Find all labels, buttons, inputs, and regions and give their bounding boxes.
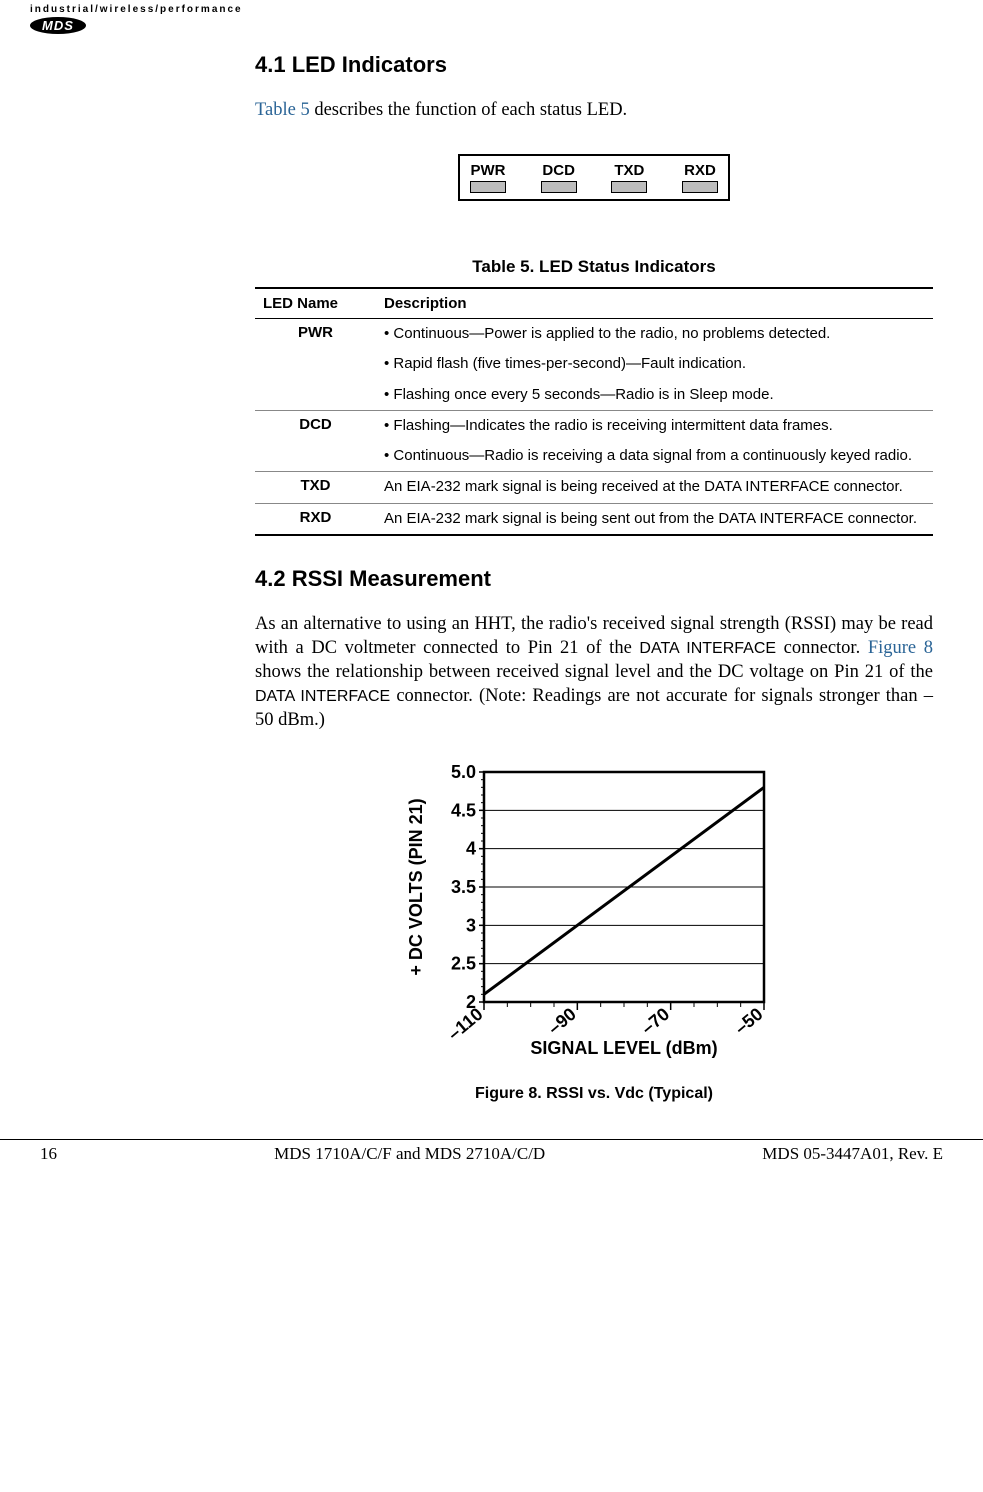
rssi-chart: 22.533.544.55.0–110–90–70–50+ DC VOLTS (…	[394, 762, 794, 1067]
table-cell-name	[255, 441, 376, 472]
table-5-ref: Table 5	[255, 100, 310, 120]
table-cell-name: PWR	[255, 319, 376, 350]
brand-tagline: industrial/wireless/performance	[30, 4, 983, 15]
table-col-led-name: LED Name	[255, 288, 376, 319]
table-row: DCD• Flashing—Indicates the radio is rec…	[255, 410, 933, 441]
svg-text:–50: –50	[731, 1004, 767, 1039]
svg-text:3.5: 3.5	[451, 877, 476, 897]
table-cell-desc: • Flashing—Indicates the radio is receiv…	[376, 410, 933, 441]
table-5-caption: Table 5. LED Status Indicators	[255, 257, 933, 277]
table-cell-name: RXD	[255, 503, 376, 535]
table-row: • Flashing once every 5 seconds—Radio is…	[255, 380, 933, 411]
footer-doc-id: MDS 05-3447A01, Rev. E	[762, 1144, 943, 1164]
figure-8-caption: Figure 8. RSSI vs. Vdc (Typical)	[255, 1085, 933, 1103]
table-cell-desc: • Continuous—Radio is receiving a data s…	[376, 441, 933, 472]
brand-logo: industrial/wireless/performance MDS	[30, 4, 983, 34]
table-row: RXDAn EIA-232 mark signal is being sent …	[255, 503, 933, 535]
table-row: • Rapid flash (five times-per-second)—Fa…	[255, 349, 933, 379]
svg-text:3: 3	[466, 915, 476, 935]
footer-page-number: 16	[40, 1144, 57, 1164]
svg-text:5.0: 5.0	[451, 762, 476, 782]
led-txd: TXD	[611, 162, 647, 193]
section-4-2-body: As an alternative to using an HHT, the r…	[255, 612, 933, 732]
table-cell-name: DCD	[255, 410, 376, 441]
page-footer: 16 MDS 1710A/C/F and MDS 2710A/C/D MDS 0…	[0, 1144, 983, 1176]
table-cell-desc: • Flashing once every 5 seconds—Radio is…	[376, 380, 933, 411]
footer-rule	[0, 1139, 983, 1140]
section-4-1-heading: 4.1 LED Indicators	[255, 52, 933, 78]
table-row: PWR• Continuous—Power is applied to the …	[255, 319, 933, 350]
led-pwr: PWR	[470, 162, 506, 193]
table-cell-desc: An EIA-232 mark signal is being sent out…	[376, 503, 933, 535]
svg-text:+ DC VOLTS (PIN 21): + DC VOLTS (PIN 21)	[406, 798, 426, 975]
svg-text:4: 4	[466, 839, 476, 859]
table-cell-desc: • Continuous—Power is applied to the rad…	[376, 319, 933, 350]
table-cell-name	[255, 349, 376, 379]
led-box-icon	[682, 181, 718, 193]
led-box-icon	[611, 181, 647, 193]
led-rxd: RXD	[682, 162, 718, 193]
led-box-icon	[541, 181, 577, 193]
led-label: TXD	[611, 162, 647, 179]
led-label: PWR	[470, 162, 506, 179]
led-dcd: DCD	[541, 162, 577, 193]
table-row: • Continuous—Radio is receiving a data s…	[255, 441, 933, 472]
table-cell-name: TXD	[255, 472, 376, 503]
table-col-description: Description	[376, 288, 933, 319]
table-cell-desc: • Rapid flash (five times-per-second)—Fa…	[376, 349, 933, 379]
led-label: DCD	[541, 162, 577, 179]
svg-text:2.5: 2.5	[451, 954, 476, 974]
section-4-1-intro: Table 5 describes the function of each s…	[255, 98, 933, 122]
brand-mark: MDS	[30, 17, 86, 34]
svg-text:4.5: 4.5	[451, 800, 476, 820]
figure-8-ref: Figure 8	[868, 638, 933, 658]
table-row: TXDAn EIA-232 mark signal is being recei…	[255, 472, 933, 503]
section-4-2-heading: 4.2 RSSI Measurement	[255, 566, 933, 592]
led-status-table: LED Name Description PWR• Continuous—Pow…	[255, 287, 933, 536]
table-cell-name	[255, 380, 376, 411]
footer-doc-title: MDS 1710A/C/F and MDS 2710A/C/D	[274, 1144, 545, 1164]
svg-text:–90: –90	[544, 1004, 580, 1039]
svg-text:–70: –70	[637, 1004, 673, 1039]
table-cell-desc: An EIA-232 mark signal is being received…	[376, 472, 933, 503]
led-panel-diagram: PWR DCD TXD RXD	[458, 154, 730, 201]
svg-text:–110: –110	[444, 1004, 487, 1044]
led-box-icon	[470, 181, 506, 193]
svg-text:SIGNAL LEVEL (dBm): SIGNAL LEVEL (dBm)	[530, 1038, 717, 1058]
led-label: RXD	[682, 162, 718, 179]
